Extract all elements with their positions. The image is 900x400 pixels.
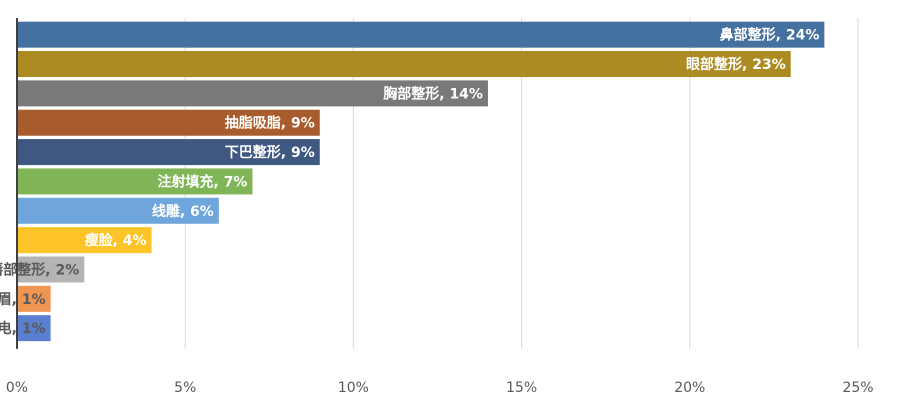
data-label: 眼部整形, 23% bbox=[686, 56, 786, 73]
data-label: 胸部整形, 14% bbox=[383, 85, 483, 102]
bar bbox=[17, 139, 320, 166]
data-label: 唇部整形, 2% bbox=[0, 261, 79, 278]
data-label: 线雕, 6% bbox=[152, 203, 214, 220]
bar bbox=[17, 256, 85, 283]
data-label: 注射填充, 7% bbox=[158, 173, 248, 190]
x-tick-label: 10% bbox=[338, 380, 369, 396]
data-label: 鼻部整形, 24% bbox=[720, 27, 820, 44]
x-tick-label: 5% bbox=[174, 380, 196, 396]
bar bbox=[17, 168, 253, 195]
bar bbox=[17, 21, 825, 48]
x-tick-label: 25% bbox=[842, 380, 873, 396]
data-label: 下巴整形, 9% bbox=[225, 144, 315, 161]
data-label: 瘦脸, 4% bbox=[85, 232, 147, 249]
data-label: 抽脂吸脂, 9% bbox=[225, 115, 315, 132]
bar bbox=[17, 80, 488, 107]
bar bbox=[17, 227, 152, 254]
data-label: 光电, 1% bbox=[0, 320, 46, 337]
bar bbox=[17, 315, 51, 342]
bar bbox=[17, 109, 320, 136]
bar bbox=[17, 51, 791, 78]
x-tick-label: 0% bbox=[6, 380, 28, 396]
bar bbox=[17, 197, 219, 224]
data-label: 纹眉, 1% bbox=[0, 291, 46, 308]
bar bbox=[17, 285, 51, 312]
x-tick-label: 15% bbox=[506, 380, 537, 396]
x-tick-label: 20% bbox=[674, 380, 705, 396]
